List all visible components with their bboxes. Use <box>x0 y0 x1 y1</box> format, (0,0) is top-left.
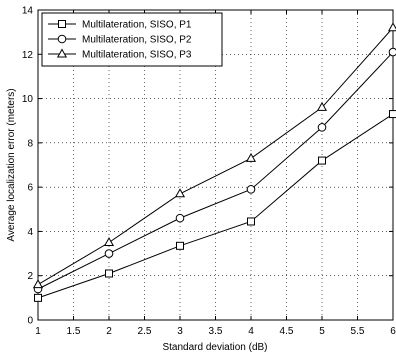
x-tick-label: 2 <box>106 326 112 337</box>
x-axis-label: Standard deviation (dB) <box>162 342 267 353</box>
x-tick-label: 6 <box>390 326 396 337</box>
circle-marker <box>176 214 184 222</box>
y-tick-label: 4 <box>27 227 33 238</box>
x-tick-label: 2.5 <box>138 326 152 337</box>
legend-label: Multilateration, SISO, P1 <box>82 20 192 31</box>
legend-label: Multilateration, SISO, P3 <box>82 50 192 61</box>
x-tick-label: 1 <box>35 326 41 337</box>
legend-circle-marker <box>58 35 66 43</box>
x-tick-label: 3.5 <box>209 326 223 337</box>
square-marker <box>248 218 255 225</box>
x-tick-label: 5 <box>319 326 325 337</box>
circle-marker <box>247 186 255 194</box>
legend: Multilateration, SISO, P1 Multilateration… <box>42 13 222 66</box>
square-marker <box>35 294 42 301</box>
y-axis-label: Average localization error (meters) <box>6 88 17 241</box>
x-tick-label: 4 <box>248 326 254 337</box>
square-marker <box>177 242 184 249</box>
legend-square-marker <box>59 21 66 28</box>
square-marker <box>106 270 113 277</box>
y-tick-label: 2 <box>27 271 33 282</box>
x-tick-label: 5.5 <box>351 326 365 337</box>
x-tick-label: 4.5 <box>280 326 294 337</box>
x-tick-label: 1.5 <box>67 326 81 337</box>
legend-label: Multilateration, SISO, P2 <box>82 35 192 46</box>
square-marker <box>390 111 396 118</box>
y-tick-label: 8 <box>27 138 33 149</box>
y-tick-label: 0 <box>27 316 33 327</box>
y-tick-label: 6 <box>27 183 33 194</box>
x-tick-label: 3 <box>177 326 183 337</box>
square-marker <box>319 157 326 164</box>
circle-marker <box>318 124 326 132</box>
y-tick-label: 12 <box>22 50 34 61</box>
y-tick-label: 10 <box>22 94 34 105</box>
y-tick-label: 14 <box>22 6 34 17</box>
circle-marker <box>389 48 396 56</box>
circle-marker <box>105 250 113 258</box>
